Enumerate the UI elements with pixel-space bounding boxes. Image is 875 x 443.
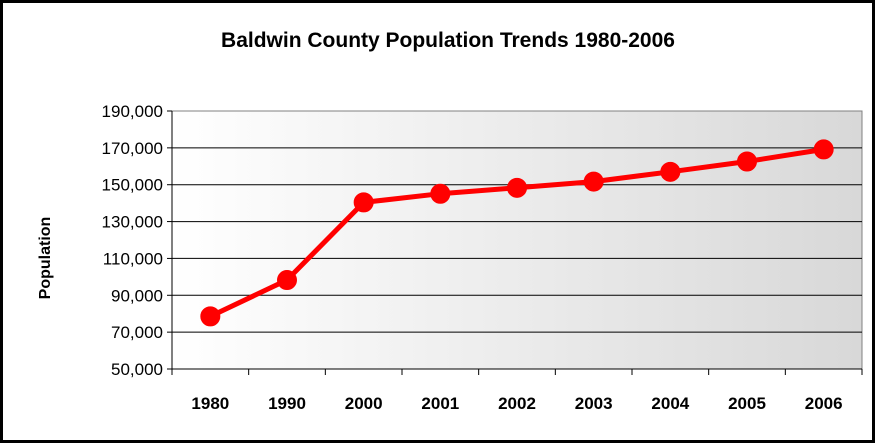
y-tick-label: 70,000	[111, 323, 163, 342]
y-tick-label: 90,000	[111, 286, 163, 305]
x-tick-label: 2003	[575, 394, 613, 413]
data-point	[353, 192, 374, 213]
y-tick-label: 130,000	[102, 213, 163, 232]
data-point	[737, 151, 757, 172]
data-point	[430, 183, 451, 204]
data-point	[813, 139, 834, 160]
y-tick-label: 50,000	[111, 360, 163, 379]
y-tick-label: 190,000	[102, 102, 163, 121]
y-axis-ticks: 50,000 70,000 90,000 110,000 130,000 150,000 1…	[102, 102, 172, 379]
y-tick-label: 150,000	[102, 176, 163, 195]
chart-title: Baldwin County Population Trends 1980-20…	[221, 29, 675, 52]
x-tick-label: 1980	[191, 394, 229, 413]
x-tick-label: 2006	[805, 394, 843, 413]
x-tick-label: 2000	[345, 394, 383, 413]
x-tick-label: 2004	[651, 394, 689, 413]
data-point	[507, 177, 527, 198]
y-tick-label: 110,000	[103, 249, 163, 268]
x-tick-label: 1990	[268, 394, 306, 413]
data-point	[200, 306, 221, 327]
x-tick-label: 2005	[728, 394, 766, 413]
data-point	[277, 270, 297, 291]
x-tick-label: 2001	[421, 394, 459, 413]
x-tick-label: 2002	[498, 394, 536, 413]
y-axis-label: Population	[37, 217, 54, 300]
population-series	[200, 139, 834, 327]
axes	[171, 111, 862, 370]
plot-area	[171, 110, 863, 370]
y-tick-label: 170,000	[102, 139, 163, 158]
data-point	[660, 161, 681, 182]
x-axis-ticks: 1980 1990 2000 2001 2002 2003 2004 2005 2006	[171, 369, 863, 413]
data-point	[583, 171, 604, 192]
